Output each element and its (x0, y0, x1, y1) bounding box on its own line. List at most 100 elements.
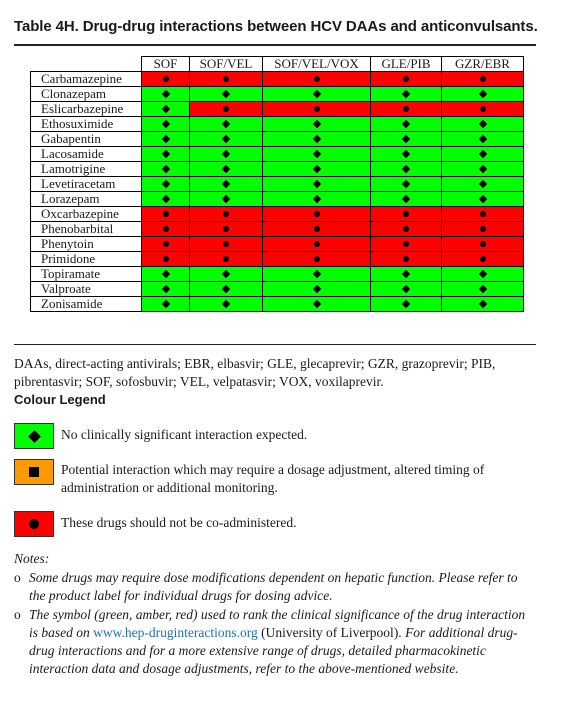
circle-icon (162, 226, 169, 233)
diamond-icon (401, 119, 411, 129)
interaction-cell-green (189, 281, 263, 297)
diamond-icon (401, 179, 411, 189)
drug-name-cell: Eslicarbazepine (30, 101, 142, 117)
diamond-icon (312, 269, 321, 279)
interaction-cell-green (141, 281, 190, 297)
header-row: SOF SOF/VEL SOF/VEL/VOX GLE/PIB GZR/EBR (31, 56, 524, 72)
interaction-cell-green (141, 116, 190, 132)
circle-icon (223, 226, 229, 233)
diamond-icon (312, 149, 321, 159)
legend-text-green: No clinically significant interaction ex… (61, 427, 308, 442)
circle-icon (479, 226, 486, 233)
interaction-cell-red (189, 101, 263, 117)
column-header-sof-vel: SOF/VEL (189, 56, 263, 72)
interaction-cell-green (189, 176, 263, 192)
diamond-icon (478, 119, 487, 129)
diamond-icon (221, 149, 231, 159)
diamond-icon (312, 299, 321, 309)
interaction-cell-red (189, 251, 263, 267)
interaction-cell-red (441, 251, 524, 267)
diamond-icon (401, 89, 411, 99)
diamond-icon (478, 299, 487, 309)
interaction-cell-green (189, 266, 263, 282)
diamond-icon (27, 429, 41, 443)
note-2-text-c: For additional drug-drug interactions an… (29, 625, 518, 676)
interaction-cell-red (441, 236, 524, 252)
interaction-cell-green (441, 266, 524, 282)
interaction-cell-green (189, 116, 263, 132)
diamond-icon (401, 134, 411, 144)
interaction-cell-red (189, 71, 263, 87)
drug-name-cell: Phenytoin (30, 236, 142, 252)
interaction-cell-red (141, 236, 190, 252)
table-title: Table 4H. Drug-drug interactions between… (14, 18, 538, 35)
column-header-gzr-ebr: GZR/EBR (441, 56, 524, 72)
interaction-cell-red (141, 251, 190, 267)
diamond-icon (478, 89, 487, 99)
column-header-gle-pib: GLE/PIB (370, 56, 442, 72)
interaction-cell-green (189, 146, 263, 162)
drug-name-cell: Lorazepam (30, 191, 142, 207)
table-row: Oxcarbazepine (30, 206, 524, 222)
interaction-cell-green (262, 116, 371, 132)
diamond-icon (221, 134, 231, 144)
diamond-icon (312, 164, 321, 174)
circle-icon (313, 241, 320, 248)
drug-name-cell: Lacosamide (30, 146, 142, 162)
circle-icon (403, 106, 409, 113)
circle-icon (479, 241, 486, 248)
diamond-icon (161, 299, 170, 309)
interaction-cell-green (370, 281, 442, 297)
interaction-cell-green (441, 86, 524, 102)
table-row: Lamotrigine (30, 161, 524, 177)
interaction-cell-green (189, 131, 263, 147)
interaction-cell-green (141, 101, 190, 117)
circle-icon (479, 211, 486, 218)
table-body: Carbamazepine Clonazepam Eslicarbazepine Et… (30, 71, 524, 312)
diamond-icon (161, 194, 170, 204)
circle-icon (479, 76, 486, 83)
circle-icon (223, 241, 229, 248)
interaction-cell-green (441, 116, 524, 132)
diamond-icon (161, 164, 170, 174)
drug-name-cell: Topiramate (30, 266, 142, 282)
diamond-icon (161, 89, 170, 99)
interaction-cell-red (262, 236, 371, 252)
table-row: Levetiracetam (30, 176, 524, 192)
interaction-cell-green (189, 161, 263, 177)
drug-name-cell: Phenobarbital (30, 221, 142, 237)
diamond-icon (161, 179, 170, 189)
drug-name-cell: Valproate (30, 281, 142, 297)
table-row: Eslicarbazepine (30, 101, 524, 117)
interaction-cell-green (370, 116, 442, 132)
interaction-cell-green (441, 296, 524, 312)
interaction-cell-green (141, 296, 190, 312)
circle-icon (313, 106, 320, 113)
table-row: Primidone (30, 251, 524, 267)
table-row: Lorazepam (30, 191, 524, 207)
diamond-icon (221, 89, 231, 99)
diamond-icon (401, 299, 411, 309)
circle-icon (162, 241, 169, 248)
table-row: Lacosamide (30, 146, 524, 162)
interaction-cell-red (262, 206, 371, 222)
interaction-cell-red (370, 101, 442, 117)
interaction-cell-red (262, 221, 371, 237)
diamond-icon (161, 134, 170, 144)
legend-swatch-red (14, 511, 54, 537)
diamond-icon (478, 284, 487, 294)
circle-icon (162, 76, 169, 83)
note-bullet: o (14, 607, 21, 622)
legend-swatch-green (14, 423, 54, 449)
hep-druginteractions-link[interactable]: www.hep-druginteractions.org (93, 625, 258, 640)
interaction-cell-green (262, 176, 371, 192)
circle-icon (223, 76, 229, 83)
title-rule (14, 44, 536, 46)
interaction-cell-green (370, 131, 442, 147)
diamond-icon (478, 269, 487, 279)
interaction-cell-green (262, 281, 371, 297)
diamond-icon (478, 149, 487, 159)
interaction-cell-red (189, 236, 263, 252)
note-bullet: o (14, 570, 21, 585)
interaction-cell-green (370, 191, 442, 207)
